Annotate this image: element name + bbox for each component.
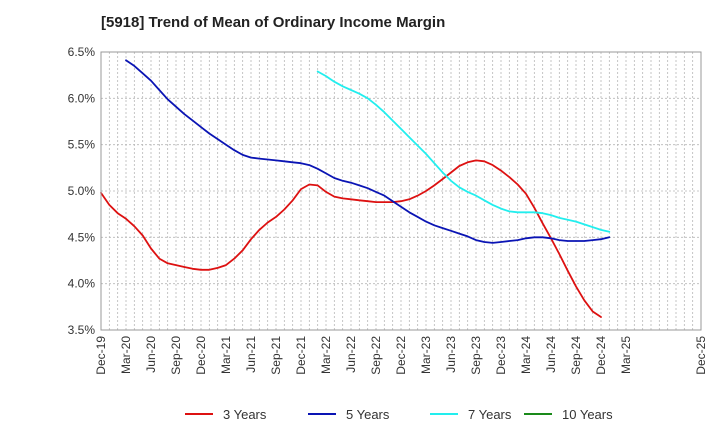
- x-axis-tick-labels: Dec-19 Mar-20 Jun-20 Sep-20 Dec-20 Mar-21 Jun-…: [94, 336, 708, 375]
- x-tick-label: Jun-20: [144, 336, 158, 373]
- y-tick-label: 4.0%: [68, 277, 96, 291]
- legend: 3 Years 5 Years 7 Years 10 Years: [185, 407, 613, 422]
- x-tick-label: Sep-23: [469, 336, 483, 375]
- x-tick-label: Jun-21: [244, 336, 258, 373]
- y-tick-label: 4.5%: [68, 230, 96, 244]
- x-tick-label: Dec-25: [694, 336, 708, 375]
- x-tick-label: Mar-22: [319, 336, 333, 374]
- x-tick-label: Dec-20: [194, 336, 208, 375]
- plot-area-frame: [100, 51, 702, 331]
- x-tick-label: Mar-20: [119, 336, 133, 374]
- y-tick-label: 6.5%: [68, 45, 96, 59]
- x-tick-label: Mar-21: [219, 336, 233, 374]
- x-tick-label: Sep-22: [369, 336, 383, 375]
- x-tick-label: Mar-25: [619, 336, 633, 374]
- grid-lines: [100, 51, 702, 331]
- legend-label: 5 Years: [346, 407, 390, 422]
- x-tick-label: Jun-24: [544, 336, 558, 373]
- x-tick-label: Jun-23: [444, 336, 458, 373]
- y-axis-tick-labels: 3.5% 4.0% 4.5% 5.0% 5.5% 6.0% 6.5%: [68, 45, 96, 337]
- y-tick-label: 5.0%: [68, 184, 96, 198]
- x-tick-label: Mar-24: [519, 336, 533, 374]
- series-lines: [100, 59, 611, 318]
- x-tick-label: Dec-19: [94, 336, 108, 375]
- x-tick-label: Dec-22: [394, 336, 408, 375]
- x-tick-label: Dec-21: [294, 336, 308, 375]
- y-tick-label: 6.0%: [68, 91, 96, 105]
- legend-label: 3 Years: [223, 407, 267, 422]
- series-line-7-years: [316, 70, 611, 233]
- x-tick-label: Mar-23: [419, 336, 433, 374]
- y-tick-label: 5.5%: [68, 138, 96, 152]
- x-tick-label: Jun-22: [344, 336, 358, 373]
- series-line-3-years: [100, 159, 602, 318]
- legend-label: 7 Years: [468, 407, 512, 422]
- x-tick-label: Dec-24: [594, 336, 608, 375]
- x-tick-label: Sep-20: [169, 336, 183, 375]
- y-tick-label: 3.5%: [68, 323, 96, 337]
- chart-title: [5918] Trend of Mean of Ordinary Income …: [101, 14, 446, 31]
- series-line-5-years: [125, 59, 611, 244]
- x-tick-label: Sep-24: [569, 336, 583, 375]
- x-tick-label: Sep-21: [269, 336, 283, 375]
- legend-label: 10 Years: [562, 407, 613, 422]
- x-tick-label: Dec-23: [494, 336, 508, 375]
